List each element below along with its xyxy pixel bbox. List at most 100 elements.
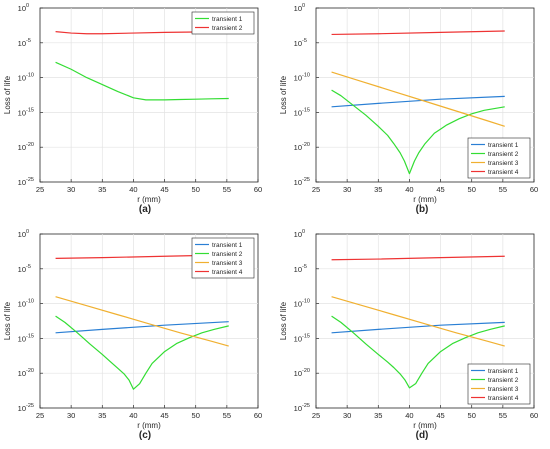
x-tick-label: 50 <box>192 185 200 194</box>
legend-entry: transient 1 <box>212 16 243 23</box>
y-tick-exponent: -15 <box>26 333 34 339</box>
x-tick-label: 45 <box>160 185 168 194</box>
y-axis-label: Loss of life <box>3 301 12 340</box>
y-tick-exponent: -5 <box>26 264 31 270</box>
y-tick-base: 10 <box>18 369 26 378</box>
panel-caption: (d) <box>416 430 429 441</box>
legend-entry: transient 4 <box>212 269 243 276</box>
x-tick-label: 25 <box>312 185 320 194</box>
y-tick-exponent: -10 <box>26 299 34 305</box>
y-tick-exponent: -20 <box>302 368 310 374</box>
x-tick-label: 60 <box>254 411 262 420</box>
x-tick-label: 30 <box>343 411 351 420</box>
x-tick-label: 50 <box>192 411 200 420</box>
legend-entry: transient 1 <box>212 242 243 249</box>
x-tick-label: 50 <box>468 411 476 420</box>
y-tick-label: 10 -15 <box>18 107 34 117</box>
y-tick-base: 10 <box>294 369 302 378</box>
x-tick-label: 40 <box>405 411 413 420</box>
y-tick-base: 10 <box>18 143 26 152</box>
legend-entry: transient 2 <box>212 25 243 32</box>
x-tick-label: 25 <box>36 411 44 420</box>
x-tick-label: 35 <box>374 185 382 194</box>
y-tick-base: 10 <box>18 178 26 187</box>
series-line-transient-2 <box>331 89 505 175</box>
series-line-transient-1 <box>331 95 505 108</box>
y-tick-label: 10 0 <box>294 229 305 239</box>
panel-caption: (c) <box>139 430 151 441</box>
legend: transient 1 transient 2 <box>191 11 255 35</box>
x-axis-label: r (mm) <box>413 195 437 204</box>
y-tick-exponent: 0 <box>302 229 305 235</box>
y-tick-label: 10 -15 <box>18 333 34 343</box>
x-tick-label: 50 <box>468 185 476 194</box>
y-tick-exponent: 0 <box>26 3 29 9</box>
x-tick-label: 35 <box>374 411 382 420</box>
x-axis-label: r (mm) <box>413 421 437 430</box>
y-tick-label: 10 -25 <box>18 403 34 413</box>
y-tick-label: 10 -10 <box>294 73 310 83</box>
y-tick-label: 10 0 <box>18 229 29 239</box>
y-tick-base: 10 <box>18 74 26 83</box>
y-tick-label: 10 -5 <box>294 38 307 48</box>
y-tick-base: 10 <box>294 404 302 413</box>
y-tick-base: 10 <box>18 300 26 309</box>
series-line-transient-4 <box>331 30 505 36</box>
series-line-transient-3 <box>331 71 505 127</box>
series-line-transient-4 <box>331 255 505 261</box>
y-axis-label: Loss of life <box>279 75 288 114</box>
y-tick-exponent: -5 <box>302 264 307 270</box>
series-line-transient-2 <box>55 315 229 390</box>
x-tick-label: 30 <box>67 185 75 194</box>
x-tick-label: 30 <box>67 411 75 420</box>
y-tick-exponent: -10 <box>26 73 34 79</box>
x-tick-label: 45 <box>160 411 168 420</box>
y-tick-exponent: -15 <box>302 107 310 113</box>
x-tick-label: 55 <box>223 411 231 420</box>
y-tick-label: 10 -10 <box>18 299 34 309</box>
y-tick-exponent: -15 <box>302 333 310 339</box>
y-tick-exponent: -20 <box>26 368 34 374</box>
y-tick-base: 10 <box>294 143 302 152</box>
legend-entry: transient 4 <box>488 169 519 176</box>
x-tick-label: 60 <box>530 411 538 420</box>
y-tick-exponent: -25 <box>302 403 310 409</box>
x-tick-label: 30 <box>343 185 351 194</box>
y-tick-label: 10 -25 <box>294 177 310 187</box>
panel-caption: (a) <box>139 204 151 215</box>
series-line-transient-1 <box>331 321 505 334</box>
x-tick-label: 35 <box>98 411 106 420</box>
y-tick-exponent: -10 <box>302 299 310 305</box>
legend-entry: transient 2 <box>212 251 243 258</box>
series-line-transient-2 <box>55 31 229 35</box>
y-tick-label: 10 -5 <box>294 264 307 274</box>
x-tick-label: 25 <box>36 185 44 194</box>
y-tick-label: 10 -10 <box>294 299 310 309</box>
y-tick-exponent: -20 <box>302 142 310 148</box>
legend: transient 1 transient 2 transient 3 transie… <box>467 363 531 405</box>
x-tick-label: 60 <box>254 185 262 194</box>
y-tick-exponent: 0 <box>26 229 29 235</box>
y-tick-exponent: -25 <box>302 177 310 183</box>
legend-entry: transient 3 <box>488 386 519 393</box>
y-tick-exponent: -25 <box>26 403 34 409</box>
series-line-transient-1 <box>55 61 229 101</box>
y-tick-label: 10 -15 <box>294 333 310 343</box>
y-tick-base: 10 <box>18 108 26 117</box>
y-tick-exponent: -10 <box>302 73 310 79</box>
x-tick-label: 40 <box>129 411 137 420</box>
x-tick-label: 45 <box>436 185 444 194</box>
y-tick-label: 10 0 <box>18 3 29 13</box>
legend: transient 1 transient 2 transient 3 transie… <box>467 137 531 179</box>
y-tick-base: 10 <box>294 230 302 239</box>
y-tick-base: 10 <box>294 300 302 309</box>
y-axis-label: Loss of life <box>279 301 288 340</box>
y-tick-label: 10 0 <box>294 3 305 13</box>
y-tick-label: 10 -5 <box>18 264 31 274</box>
legend-entry: transient 1 <box>488 368 519 375</box>
y-tick-exponent: -15 <box>26 107 34 113</box>
plot-area <box>39 7 259 183</box>
